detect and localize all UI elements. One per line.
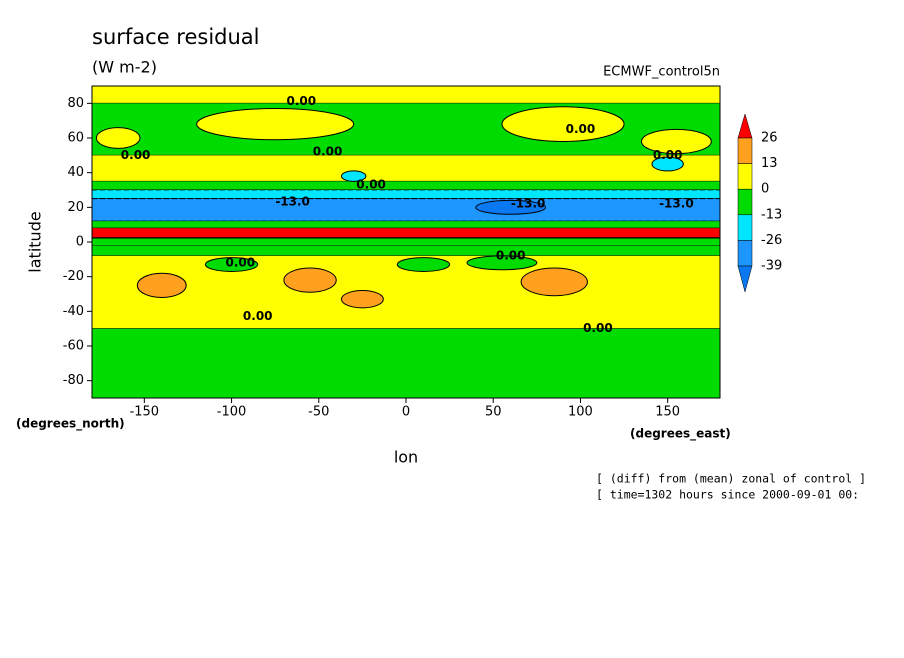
colorbar-arrow (737, 265, 753, 293)
colorbar-label: 13 (761, 156, 778, 171)
contour-region (396, 257, 451, 272)
contour-region (641, 128, 712, 155)
contour-label: 0.00 (121, 148, 151, 162)
contour-region (196, 108, 355, 141)
contour-label: 0.00 (356, 177, 386, 191)
contour-region (520, 267, 588, 297)
colorbar-label: 0 (761, 182, 769, 197)
contour-label: -13.0 (275, 195, 310, 209)
colorbar-label: -39 (761, 259, 782, 274)
x-unit-label: (degrees_east) (630, 427, 731, 442)
x-tick-label: -100 (217, 405, 247, 420)
y-tick-label: 80 (67, 96, 84, 111)
y-tick-label: -80 (63, 373, 84, 388)
x-tick-label: 100 (568, 405, 593, 420)
contour-region (204, 257, 259, 272)
y-tick-label: 20 (67, 200, 84, 215)
contour-label: 0.00 (583, 321, 613, 335)
chart-title: surface residual (92, 25, 260, 49)
contour-region (136, 272, 187, 298)
contour-label: 0.00 (653, 148, 683, 162)
source-label: ECMWF_control5n (603, 65, 720, 80)
contour-region (651, 156, 684, 172)
contour-band (92, 103, 720, 156)
contour-label: 0.00 (243, 309, 273, 323)
y-tick-label: -60 (63, 339, 84, 354)
contour-region (475, 199, 547, 215)
y-unit-label: (degrees_north) (16, 417, 125, 432)
y-tick-label: -20 (63, 269, 84, 284)
contour-region (501, 106, 625, 142)
colorbar-label: -13 (761, 207, 782, 222)
y-tick-label: 40 (67, 165, 84, 180)
contour-label: -13.0 (659, 196, 694, 210)
contour-label: 0.00 (496, 248, 526, 262)
contour-label: 0.00 (566, 122, 596, 136)
contour-band (92, 228, 720, 239)
contour-band (92, 181, 720, 190)
contour-band (92, 155, 720, 182)
contour-band (92, 245, 720, 256)
colorbar-label: -26 (761, 233, 782, 248)
contour-band (92, 221, 720, 229)
y-tick-label: 0 (76, 235, 84, 250)
x-tick-label: 150 (655, 405, 680, 420)
colorbar-label: 26 (761, 131, 778, 146)
x-axis-label: lon (394, 448, 418, 467)
contour-label: -13.0 (511, 196, 546, 210)
footnote: [ time=1302 hours since 2000-09-01 00: (596, 488, 859, 502)
y-tick-label: -40 (63, 304, 84, 319)
colorbar-box (737, 240, 753, 267)
colorbar-box (737, 137, 753, 164)
contour-label: 0.00 (225, 255, 255, 269)
contour-region (283, 267, 337, 293)
contour-region (340, 290, 384, 309)
contour-region (340, 170, 367, 182)
footnote: [ (diff) from (mean) zonal of control ] (596, 472, 866, 486)
y-tick-label: 60 (67, 131, 84, 146)
contour-label: 0.00 (287, 94, 317, 108)
colorbar-box (737, 188, 753, 216)
contour-band (92, 86, 720, 104)
x-tick-label: -150 (130, 405, 160, 420)
contour-band (92, 328, 720, 398)
contour-band (92, 238, 720, 246)
x-tick-label: 50 (485, 405, 502, 420)
chart-subtitle: (W m-2) (92, 58, 157, 77)
colorbar-box (737, 163, 753, 190)
plot-area: 0.00 0.00 0.00 0.00 0.00 0.00 0.00 0.00 0.00 0.00… (92, 86, 720, 398)
x-tick-label: 0 (402, 405, 410, 420)
colorbar-arrow (737, 113, 753, 139)
contour-band (92, 189, 720, 200)
colorbar-box (737, 214, 753, 241)
x-tick-label: -50 (308, 405, 329, 420)
contour-region (95, 127, 141, 149)
contour-region (466, 255, 538, 271)
contour-band (92, 198, 720, 222)
y-axis-label: latitude (26, 211, 45, 272)
contour-label: 0.00 (313, 144, 343, 158)
